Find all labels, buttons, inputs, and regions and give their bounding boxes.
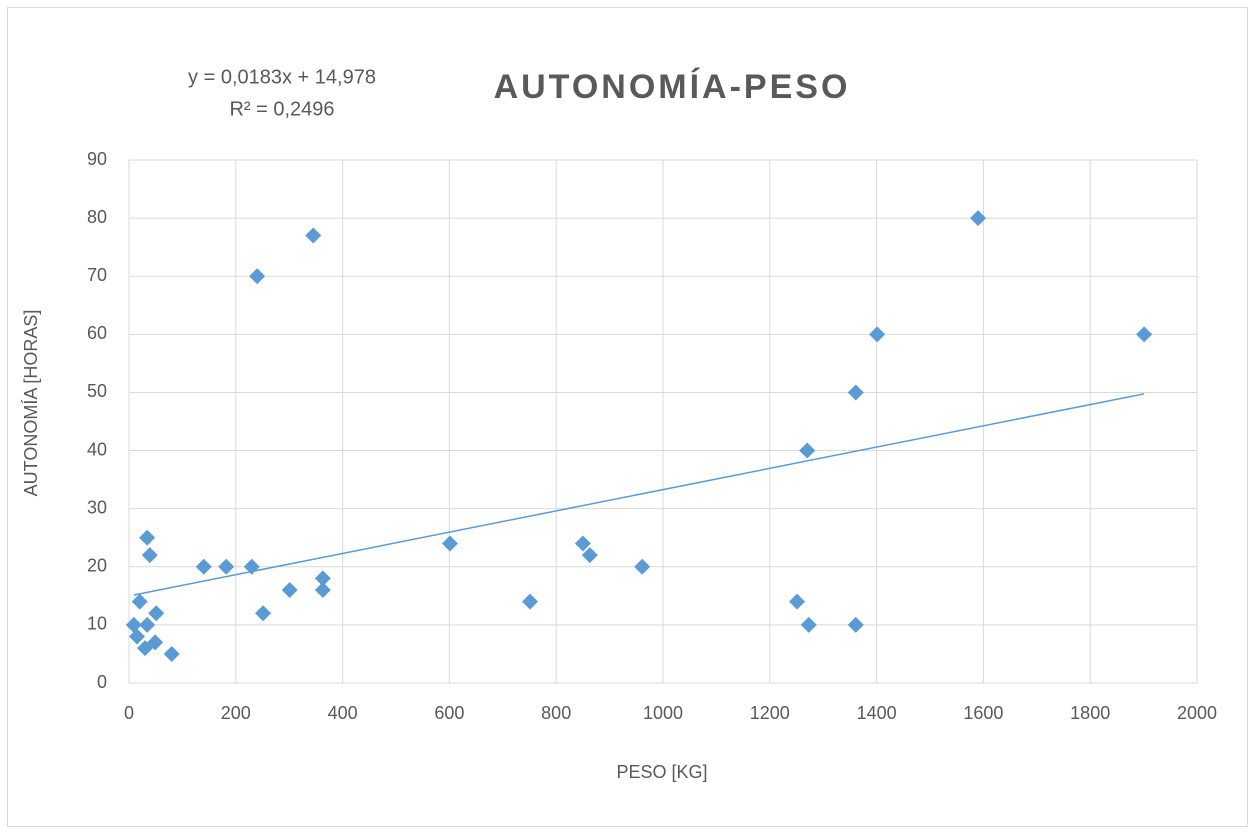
point [147,634,164,651]
y-tick-label: 20 [87,556,107,576]
x-tick-label: 800 [541,703,571,723]
point [581,547,598,564]
point [789,593,806,610]
point [634,558,651,575]
trendline [133,393,1145,596]
x-tick-label: 2000 [1177,703,1217,723]
point [314,582,331,599]
chart-title: AUTONOMÍA-PESO [494,68,851,106]
point [141,547,158,564]
point [131,593,148,610]
y-axis-label: AUTONOMÍA [HORAS] [21,310,41,497]
point [847,384,864,401]
y-tick-label: 50 [87,381,107,401]
point [163,645,180,662]
point [243,558,260,575]
point [847,616,864,633]
point [218,558,235,575]
x-tick-label: 200 [221,703,251,723]
x-tick-label: 1200 [750,703,790,723]
point [970,210,987,227]
point [129,628,146,645]
y-tick-label: 80 [87,207,107,227]
trend-equation: y = 0,0183x + 14,978 [188,66,376,88]
y-tick-label: 40 [87,439,107,459]
point [522,593,539,610]
x-tick-label: 0 [124,703,134,723]
point [574,535,591,552]
point [281,582,298,599]
trend-r2: R² = 0,2496 [229,98,334,120]
point [249,268,266,285]
y-tick-label: 60 [87,323,107,343]
point [139,529,156,546]
x-tick-label: 1400 [857,703,897,723]
x-tick-label: 400 [328,703,358,723]
y-tick-label: 0 [97,672,107,692]
y-tick-label: 90 [87,149,107,169]
y-tick-label: 30 [87,497,107,517]
point [799,442,816,459]
y-tick-label: 70 [87,265,107,285]
point [148,605,165,622]
point [125,616,142,633]
x-tick-label: 600 [434,703,464,723]
point [869,326,886,343]
point [139,616,156,633]
point [195,558,212,575]
point [441,535,458,552]
point [305,227,322,244]
point [255,605,272,622]
chart-border [7,7,1248,827]
x-tick-label: 1000 [643,703,683,723]
y-tick-label: 10 [87,614,107,634]
point [800,616,817,633]
x-axis-label: PESO [KG] [616,762,707,782]
point [1136,326,1153,343]
x-tick-label: 1600 [963,703,1003,723]
x-tick-label: 1800 [1070,703,1110,723]
point [314,570,331,587]
